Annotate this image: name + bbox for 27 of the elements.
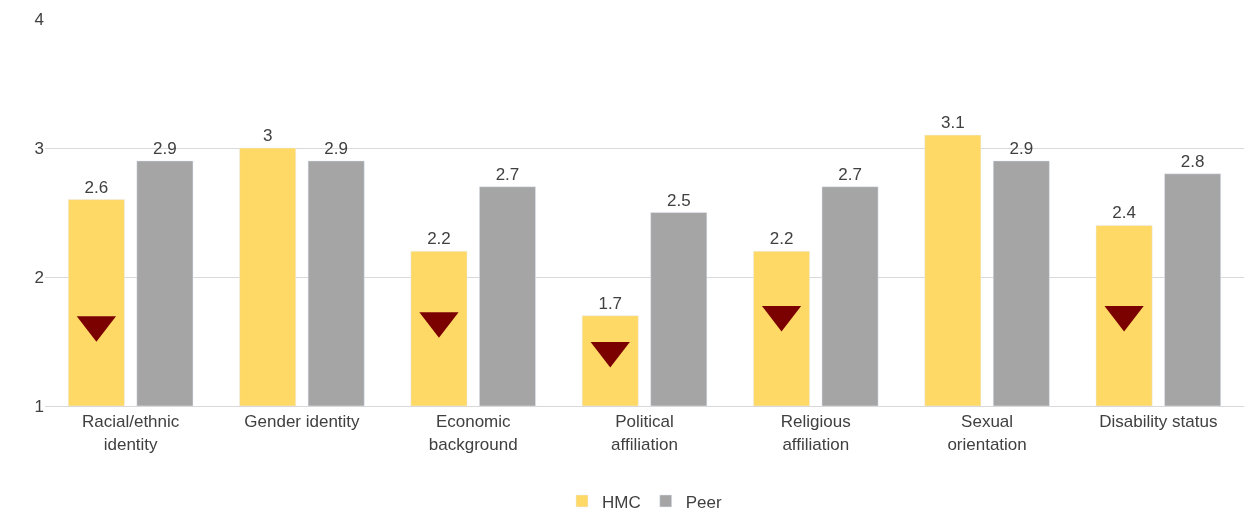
y-tick-label: 4 — [34, 9, 44, 29]
x-tick-label: Political affiliation — [611, 412, 678, 454]
data-label: 2.9 — [324, 138, 349, 158]
x-tick-label: Sexual orientation — [947, 412, 1027, 454]
legend-label: Peer — [685, 492, 722, 512]
data-label: 2.4 — [1112, 203, 1136, 223]
x-tick-label: Disability status — [1099, 412, 1218, 432]
y-tick-label: 1 — [34, 396, 44, 416]
x-tick-label: Religious affiliation — [780, 412, 851, 454]
data-label: 3.1 — [940, 113, 965, 133]
data-label: 1.7 — [598, 293, 623, 313]
data-label: 2.9 — [153, 138, 177, 158]
legend-label: HMC — [602, 492, 641, 512]
x-tick-label: Gender identity — [244, 412, 361, 432]
data-label: 2.2 — [769, 229, 794, 249]
data-label: 2.7 — [495, 164, 520, 184]
data-label: 2.7 — [838, 164, 862, 184]
data-label: 3 — [262, 126, 273, 145]
data-label: 2.6 — [84, 177, 109, 197]
data-label: 2.9 — [1009, 138, 1034, 158]
y-tick-label: 3 — [34, 138, 44, 158]
data-label: 2.8 — [1180, 151, 1205, 171]
y-tick-label: 2 — [34, 267, 44, 287]
x-tick-label: Racial/ethnic identity — [81, 412, 180, 454]
data-label: 2.5 — [666, 190, 691, 210]
data-label: 2.2 — [427, 229, 451, 249]
x-tick-label: Economic background — [428, 412, 518, 454]
